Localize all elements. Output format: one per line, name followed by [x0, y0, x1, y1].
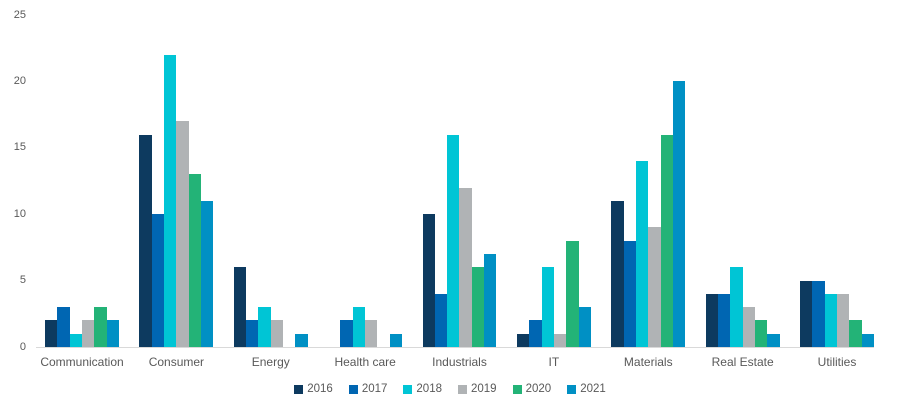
bar-group-health-care: Health care: [328, 15, 403, 369]
legend-label: 2018: [416, 383, 442, 395]
bar-2021-industrials[interactable]: [484, 254, 497, 347]
bar-2018-it[interactable]: [541, 267, 554, 347]
legend-swatch-icon: [458, 384, 467, 394]
bar-group-it: IT: [516, 15, 591, 369]
legend-item-2019[interactable]: 2019: [458, 383, 497, 395]
legend-label: 2017: [361, 383, 388, 395]
legend-swatch-icon: [294, 384, 304, 394]
bar-2017-industrials[interactable]: [434, 293, 448, 347]
category-label: Consumer: [148, 355, 205, 369]
legend-swatch-icon: [403, 384, 413, 394]
y-tick-label: 5: [19, 274, 26, 287]
bar-2016-materials[interactable]: [611, 200, 624, 347]
bar-2016-it[interactable]: [516, 333, 530, 347]
bar-2018-real-estate[interactable]: [730, 267, 743, 347]
legend-swatch-icon: [512, 384, 522, 394]
bar-2016-consumer[interactable]: [139, 134, 152, 347]
bar-2020-it[interactable]: [566, 240, 579, 347]
legend-item-2021[interactable]: 2021: [567, 383, 606, 395]
legend-swatch-icon: [348, 384, 358, 394]
bar-2021-materials[interactable]: [672, 81, 686, 347]
bar-2016-communication[interactable]: [45, 320, 58, 347]
bar-2021-communication[interactable]: [106, 320, 119, 347]
bar-2019-it[interactable]: [553, 333, 567, 347]
bar-2017-communication[interactable]: [57, 307, 70, 347]
x-axis-line: [36, 347, 874, 348]
bar-2020-utilities[interactable]: [849, 320, 862, 347]
bar-2019-consumer[interactable]: [176, 121, 189, 347]
category-label: Industrials: [432, 355, 487, 369]
bar-2019-communication[interactable]: [81, 320, 95, 347]
category-label: Energy: [251, 355, 290, 369]
bar-2019-health-care[interactable]: [365, 320, 378, 347]
bar-2019-materials[interactable]: [648, 227, 661, 347]
category-label: Utilities: [817, 355, 857, 369]
legend-label: 2020: [525, 383, 552, 395]
bar-2019-real-estate[interactable]: [742, 307, 755, 347]
bar-2018-energy[interactable]: [258, 307, 271, 347]
bar-2017-consumer[interactable]: [151, 214, 165, 347]
bar-group-consumer: Consumer: [139, 15, 214, 369]
plot-area: Communication Consumer Energy Health care In…: [40, 15, 874, 369]
bar-2019-utilities[interactable]: [836, 293, 850, 347]
bar-2019-industrials[interactable]: [459, 187, 472, 347]
legend-label: 2016: [307, 383, 333, 395]
bar-2020-real-estate[interactable]: [754, 320, 768, 347]
bar-group-communication: Communication: [40, 15, 124, 369]
legend-item-2018[interactable]: 2018: [403, 383, 442, 395]
bar-2016-utilities[interactable]: [800, 280, 813, 347]
bar-2017-energy[interactable]: [246, 320, 259, 347]
legend-label: 2021: [580, 383, 606, 395]
bar-2021-consumer[interactable]: [201, 200, 214, 347]
bar-2021-real-estate[interactable]: [767, 333, 780, 347]
bar-2021-utilities[interactable]: [861, 333, 874, 347]
y-tick-label: 20: [13, 74, 26, 87]
legend-item-2020[interactable]: 2020: [512, 383, 552, 395]
y-tick-label: 15: [13, 141, 26, 154]
legend-item-2016[interactable]: 2016: [294, 383, 333, 395]
bar-group-energy: Energy: [233, 15, 308, 369]
y-tick-label: 25: [13, 8, 26, 21]
bar-2018-communication[interactable]: [69, 333, 82, 347]
category-label: Materials: [623, 355, 673, 369]
bar-group-utilities: Utilities: [800, 15, 874, 369]
legend-label: 2019: [471, 383, 497, 395]
bar-2018-utilities[interactable]: [824, 293, 837, 347]
bar-2017-health-care[interactable]: [340, 320, 353, 347]
bar-2017-materials[interactable]: [623, 240, 636, 347]
bar-2019-energy[interactable]: [270, 320, 284, 347]
category-label: Communication: [40, 355, 124, 369]
category-label: Health care: [334, 355, 396, 369]
bar-2018-industrials[interactable]: [447, 134, 460, 347]
bar-2018-health-care[interactable]: [352, 307, 366, 347]
y-tick-label: 10: [13, 207, 26, 220]
bar-2018-materials[interactable]: [635, 161, 649, 347]
legend-swatch-icon: [567, 384, 577, 394]
bar-2020-communication[interactable]: [94, 307, 107, 347]
bar-2017-utilities[interactable]: [812, 280, 825, 347]
bar-group-real-estate: Real Estate: [705, 15, 780, 369]
bar-2021-it[interactable]: [578, 307, 591, 347]
bar-2016-energy[interactable]: [233, 267, 247, 347]
bar-2017-it[interactable]: [529, 320, 542, 347]
category-label: IT: [548, 355, 560, 369]
bar-group-industrials: Industrials: [422, 15, 497, 369]
bar-2017-real-estate[interactable]: [717, 293, 731, 347]
bar-2020-consumer[interactable]: [188, 174, 202, 347]
category-label: Real Estate: [711, 355, 774, 369]
y-tick-label: 0: [19, 340, 26, 353]
legend: 2016 2017 2018 2019 2020 2021: [0, 383, 900, 395]
bar-2018-consumer[interactable]: [164, 54, 177, 347]
bar-group-materials: Materials: [611, 15, 686, 369]
bar-2016-real-estate[interactable]: [705, 293, 718, 347]
bar-2021-energy[interactable]: [295, 333, 308, 347]
bar-2016-industrials[interactable]: [422, 214, 435, 347]
legend-item-2017[interactable]: 2017: [348, 383, 388, 395]
bar-2020-industrials[interactable]: [471, 267, 485, 347]
bar-2021-health-care[interactable]: [389, 333, 403, 347]
bar-2020-materials[interactable]: [660, 134, 673, 347]
